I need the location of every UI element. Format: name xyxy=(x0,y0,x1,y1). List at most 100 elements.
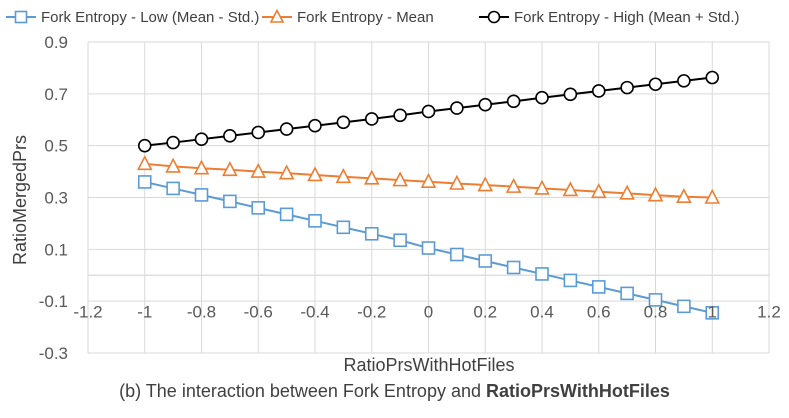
data-point xyxy=(705,70,720,85)
x-tick-label: -0.4 xyxy=(300,302,329,321)
data-point xyxy=(136,155,153,171)
data-point xyxy=(335,168,352,184)
data-point xyxy=(450,247,464,262)
data-point xyxy=(506,260,521,275)
y-tick-label: 0.7 xyxy=(44,85,68,104)
data-point xyxy=(194,188,209,202)
x-tick-labels: -1.2 -1 -0.8 -0.6 -0.4 -0.2 0 0.2 0.4 0.6 0.8 1 1.2 xyxy=(73,302,780,321)
legend-marker xyxy=(14,10,28,24)
data-point xyxy=(704,188,721,204)
data-point xyxy=(535,90,549,105)
data-point xyxy=(308,214,322,228)
data-point xyxy=(364,226,379,241)
data-point xyxy=(193,159,210,175)
x-tick-label: 0.6 xyxy=(587,302,611,321)
caption-bold-text: RatioPrsWithHotFiles xyxy=(486,381,670,401)
data-point xyxy=(534,179,550,195)
data-point xyxy=(648,293,663,307)
data-point xyxy=(505,177,522,193)
data-point xyxy=(251,201,266,215)
data-point xyxy=(336,220,351,235)
data-point xyxy=(562,181,579,197)
data-point xyxy=(647,186,664,202)
x-tick-label: -0.2 xyxy=(357,302,386,321)
x-tick-label: 1.2 xyxy=(757,302,781,321)
data-point xyxy=(251,125,266,140)
data-point xyxy=(450,101,464,115)
series-square xyxy=(137,175,720,320)
data-point xyxy=(336,115,351,130)
data-point xyxy=(250,162,267,178)
data-point xyxy=(563,273,578,288)
y-tick-label: 0.3 xyxy=(44,189,68,208)
legend-item: Fork Entropy - Mean xyxy=(262,8,434,26)
data-point xyxy=(363,169,380,185)
data-point xyxy=(278,164,295,180)
series-circle xyxy=(137,70,720,153)
x-tick-label: -1 xyxy=(137,302,152,321)
x-tick-label: 0.4 xyxy=(530,302,554,321)
data-point xyxy=(535,267,549,281)
data-point xyxy=(194,132,209,146)
legend-marker xyxy=(269,8,285,23)
x-axis-title: RatioPrsWithHotFiles xyxy=(343,355,514,375)
data-point xyxy=(393,108,407,123)
legend-marker xyxy=(487,10,501,24)
data-point xyxy=(563,87,578,102)
legend: Fork Entropy - Low (Mean - Std.) Fork Ent… xyxy=(6,8,740,26)
x-tick-label: 0.8 xyxy=(644,302,668,321)
data-point xyxy=(279,122,294,136)
data-point xyxy=(165,157,181,173)
data-point xyxy=(478,254,493,268)
data-point xyxy=(166,135,180,150)
line-chart: Fork Entropy - Low (Mean - Std.) Fork Ent… xyxy=(6,8,781,375)
data-point xyxy=(307,166,323,182)
data-point xyxy=(449,174,465,190)
x-tick-label: 1 xyxy=(708,302,717,321)
x-tick-label: -1.2 xyxy=(73,302,102,321)
legend-label: Fork Entropy - Mean xyxy=(297,9,434,26)
data-point xyxy=(478,97,493,112)
data-point xyxy=(137,138,152,153)
data-point xyxy=(677,299,691,314)
y-tick-label: 0.1 xyxy=(44,240,68,259)
legend-item: Fork Entropy - High (Mean + Std.) xyxy=(479,9,740,26)
y-axis-title: RatioMergedPrs xyxy=(10,135,30,265)
data-point xyxy=(591,280,606,294)
legend-label: Fork Entropy - High (Mean + Std.) xyxy=(514,9,740,26)
legend-label: Fork Entropy - Low (Mean - Std.) xyxy=(41,9,259,26)
data-point xyxy=(420,172,437,188)
caption-text: (b) The interaction between Fork Entropy… xyxy=(119,381,486,401)
data-point xyxy=(279,207,294,222)
data-point xyxy=(137,175,152,189)
x-tick-label: 0.2 xyxy=(473,302,497,321)
x-tick-label: -0.6 xyxy=(244,302,273,321)
data-point xyxy=(620,80,634,95)
x-tick-label: -0.8 xyxy=(187,302,216,321)
data-point xyxy=(166,181,180,196)
data-point xyxy=(620,286,634,301)
data-point xyxy=(393,233,407,248)
data-point xyxy=(705,306,720,320)
data-point xyxy=(648,77,663,92)
y-tick-label: 0.5 xyxy=(44,137,68,156)
figure-caption: (b) The interaction between Fork Entropy… xyxy=(0,381,789,402)
y-tick-label: 0.9 xyxy=(44,33,68,52)
series-triangle xyxy=(136,155,721,204)
data-point xyxy=(364,112,379,126)
data-point xyxy=(308,118,322,133)
data-point xyxy=(222,161,238,177)
data-point xyxy=(223,129,237,143)
data-point xyxy=(591,84,606,98)
data-point xyxy=(619,184,635,200)
series-group xyxy=(136,70,721,320)
x-tick-label: 0 xyxy=(424,302,433,321)
y-tick-label: -0.3 xyxy=(39,344,68,363)
data-point xyxy=(421,104,436,119)
data-point xyxy=(676,187,692,204)
data-point xyxy=(223,194,237,209)
legend-item: Fork Entropy - Low (Mean - Std.) xyxy=(6,9,259,26)
y-tick-label: -0.1 xyxy=(39,292,68,311)
data-point xyxy=(590,183,607,199)
data-point xyxy=(506,94,521,109)
